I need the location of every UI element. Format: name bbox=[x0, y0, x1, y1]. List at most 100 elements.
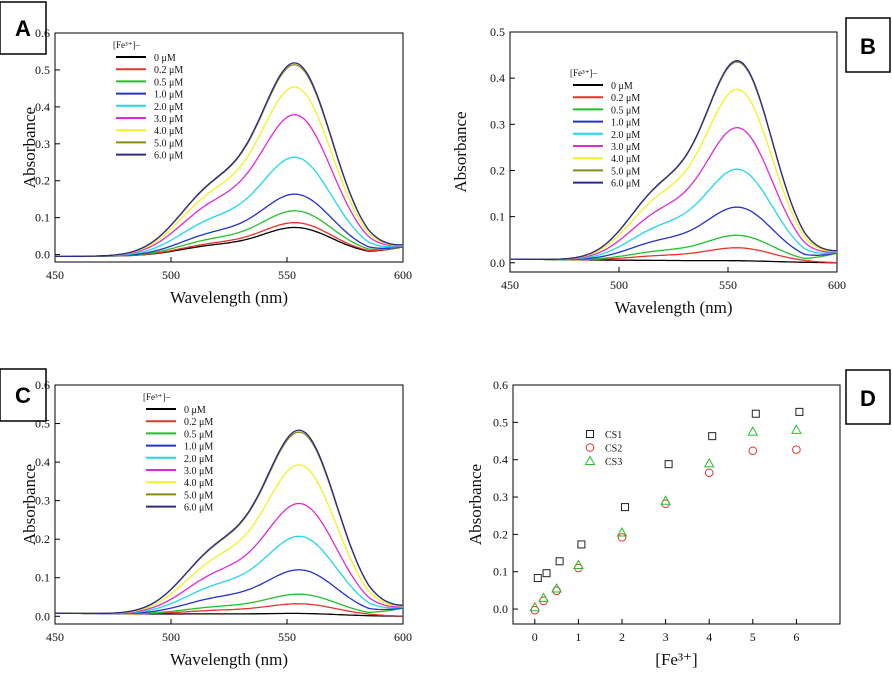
x-tick-label: 500 bbox=[162, 268, 180, 282]
x-tick-label: 3 bbox=[663, 630, 669, 644]
spectrum-line bbox=[510, 60, 837, 260]
panel-a: A 450 500 550 600 0.0 0.1 0.2 0.3 0.4 0.5 0.6 Absor… bbox=[0, 1, 412, 307]
y-tick-label: 0.1 bbox=[493, 565, 508, 579]
legend-label: CS1 bbox=[605, 430, 622, 441]
y-tick-label: 0.4 bbox=[35, 455, 50, 469]
legend-title: [Fe³⁺]– bbox=[113, 40, 140, 50]
legend-label: 4.0 μM bbox=[184, 478, 213, 489]
legend-label: 0 μM bbox=[154, 53, 176, 64]
legend-label: 2.0 μM bbox=[611, 130, 640, 141]
x-tick-label: 600 bbox=[394, 630, 412, 644]
y-tick-label: 0.5 bbox=[35, 63, 50, 77]
y-tick-label: 0.0 bbox=[493, 602, 508, 616]
legend-label: 0.2 μM bbox=[154, 65, 183, 76]
data-point bbox=[621, 503, 629, 512]
spectrum-line bbox=[510, 88, 838, 261]
legend-marker bbox=[585, 443, 595, 452]
y-tick-label: 0.5 bbox=[490, 25, 505, 39]
data-point bbox=[542, 569, 551, 578]
y-tick-label: 0.0 bbox=[35, 609, 50, 623]
y-tick-label: 0.1 bbox=[35, 211, 50, 225]
y-tick-label: 0.3 bbox=[490, 117, 505, 131]
legend-label: 0.2 μM bbox=[184, 417, 213, 428]
x-tick-label: 4 bbox=[706, 630, 712, 644]
spectrum-line bbox=[54, 86, 404, 258]
x-axis-title: Wavelength (nm) bbox=[170, 288, 288, 307]
x-tick-label: 1 bbox=[575, 630, 581, 644]
data-point bbox=[533, 574, 542, 583]
legend-label: 2.0 μM bbox=[184, 454, 213, 465]
data-point bbox=[577, 540, 586, 549]
data-point bbox=[791, 424, 802, 434]
data-point bbox=[529, 601, 541, 612]
plot-b: 450 500 550 600 0.0 0.1 0.2 0.3 0.4 0.5 Absorbance… bbox=[451, 25, 846, 317]
panel-d-label: D bbox=[860, 386, 876, 411]
legend-label: 0.5 μM bbox=[611, 105, 640, 116]
x-tick-label: 500 bbox=[610, 278, 628, 292]
legend-label: 5.0 μM bbox=[184, 490, 213, 501]
legend-label: CS2 bbox=[605, 444, 622, 455]
data-point bbox=[664, 460, 673, 469]
y-tick-label: 0.1 bbox=[490, 210, 505, 224]
legend-label: 2.0 μM bbox=[154, 102, 183, 113]
panel-c-label-box bbox=[0, 368, 47, 422]
spectrum-line bbox=[510, 234, 838, 261]
plot-frame bbox=[509, 31, 838, 273]
spectrum-line bbox=[54, 62, 403, 258]
data-point bbox=[704, 468, 714, 478]
legend-label: 0.5 μM bbox=[154, 77, 183, 88]
spectrum-line bbox=[54, 210, 404, 258]
y-tick-label: 0.4 bbox=[35, 100, 50, 114]
y-tick-label: 0.3 bbox=[493, 490, 508, 504]
legend-label: 1.0 μM bbox=[611, 118, 640, 129]
legend-label: 5.0 μM bbox=[611, 166, 640, 177]
data-point bbox=[708, 432, 717, 441]
x-tick-label: 450 bbox=[46, 630, 64, 644]
legend-label: 3.0 μM bbox=[611, 142, 640, 153]
panel-d: D 0 1 2 3 4 5 6 0.0 0.1 0.2 0.3 0.4 0.5 0.6 Absorbance… bbox=[466, 369, 891, 669]
panel-a-label: A bbox=[15, 16, 31, 41]
panel-b: B 450 500 550 600 0.0 0.1 0.2 0.3 0.4 0.5 Absorban… bbox=[451, 17, 891, 317]
x-tick-label: 450 bbox=[46, 268, 64, 282]
data-point bbox=[538, 592, 549, 602]
y-tick-label: 0.5 bbox=[493, 415, 508, 429]
x-axis-title: [Fe³⁺] bbox=[655, 650, 697, 669]
data-point bbox=[616, 526, 628, 537]
panel-c-label: C bbox=[15, 383, 31, 408]
y-tick-label: 0.2 bbox=[35, 174, 50, 188]
plot-c: 450 500 550 600 0.0 0.1 0.2 0.3 0.4 0.5 0.6 Absorba… bbox=[20, 378, 412, 669]
plot-d: 0 1 2 3 4 5 6 0.0 0.1 0.2 0.3 0.4 0.5 0.6 Absorbance [F… bbox=[466, 378, 841, 669]
x-tick-label: 550 bbox=[278, 268, 296, 282]
y-axis-title: Absorbance bbox=[20, 464, 39, 545]
panel-b-label-box bbox=[845, 17, 891, 73]
y-tick-label: 0.6 bbox=[493, 378, 508, 392]
legend-label: 6.0 μM bbox=[184, 503, 213, 514]
legend-title: [Fe³⁺]– bbox=[143, 392, 170, 402]
x-axis-title: Wavelength (nm) bbox=[614, 298, 732, 317]
data-point bbox=[551, 583, 562, 593]
x-tick-label: 2 bbox=[619, 630, 625, 644]
plot-frame bbox=[54, 384, 404, 625]
plot-frame bbox=[512, 384, 841, 625]
legend-label: 0.5 μM bbox=[184, 429, 213, 440]
y-tick-label: 0.3 bbox=[35, 137, 50, 151]
legend-label: 5.0 μM bbox=[154, 138, 183, 149]
x-tick-label: 600 bbox=[394, 268, 412, 282]
plot-a: 450 500 550 600 0.0 0.1 0.2 0.3 0.4 0.5 0.6 Absorba… bbox=[20, 26, 412, 307]
panel-b-label: B bbox=[860, 34, 876, 59]
x-tick-label: 600 bbox=[828, 278, 846, 292]
data-point bbox=[748, 446, 758, 456]
y-axis-title: Absorbance bbox=[466, 464, 485, 545]
data-point bbox=[795, 407, 804, 416]
y-tick-label: 0.3 bbox=[35, 494, 50, 508]
panel-c: C 450 500 550 600 0.0 0.1 0.2 0.3 0.4 0.5 0.6 Absor… bbox=[0, 368, 412, 669]
y-tick-label: 0.0 bbox=[490, 256, 505, 270]
x-tick-label: 6 bbox=[793, 630, 799, 644]
data-point bbox=[751, 409, 760, 418]
legend-marker bbox=[584, 455, 596, 465]
x-axis-title: Wavelength (nm) bbox=[170, 650, 288, 669]
y-tick-label: 0.4 bbox=[493, 453, 508, 467]
spectrum-line bbox=[55, 569, 404, 615]
y-axis-title: Absorbance bbox=[20, 107, 39, 188]
legend-label: 4.0 μM bbox=[611, 154, 640, 165]
